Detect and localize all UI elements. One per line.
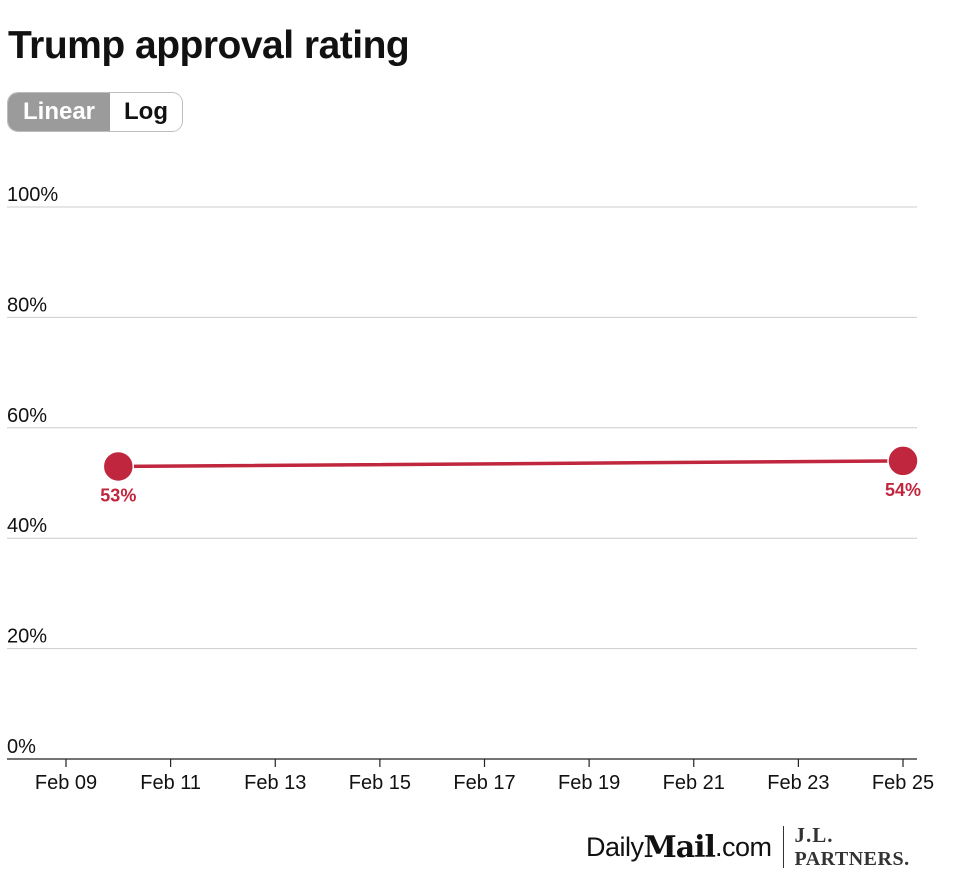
x-tick-label: Feb 09 (35, 772, 97, 794)
log-scale-button[interactable]: Log (110, 93, 182, 131)
x-tick-label: Feb 11 (140, 772, 201, 794)
publisher-logo-com: .com (714, 831, 772, 862)
approval-line-chart: 0%20%40%60%80%100% Feb 09 Feb 11 Feb 13 Feb… (7, 184, 934, 794)
x-tick-label: Feb 15 (349, 772, 411, 794)
data-point (887, 445, 919, 477)
y-tick-label: 20% (7, 626, 47, 648)
series-approval: 53% 54% (100, 445, 921, 505)
y-tick-label: 0% (7, 736, 36, 758)
x-tick-label: Feb 23 (767, 772, 829, 794)
scale-toggle[interactable]: Linear Log (7, 92, 183, 132)
chart-title: Trump approval rating (8, 24, 410, 67)
publisher-logo-daily: Daily (586, 831, 644, 862)
x-tick-label: Feb 25 (872, 772, 934, 794)
y-tick-label: 100% (7, 184, 58, 206)
data-label: 54% (885, 480, 921, 500)
y-tick-label: 40% (7, 515, 47, 537)
x-tick-label: Feb 17 (453, 772, 515, 794)
x-tick-label: Feb 19 (558, 772, 620, 794)
x-tick-label: Feb 13 (244, 772, 306, 794)
partner-logo-line2: PARTNERS. (794, 847, 910, 870)
y-tick-label: 60% (7, 405, 47, 427)
partner-logo: J.L. PARTNERS. (794, 823, 909, 870)
x-tick-label: Feb 21 (663, 772, 725, 794)
data-label: 53% (100, 485, 136, 505)
series-line (116, 459, 905, 469)
x-axis: Feb 09 Feb 11 Feb 13 Feb 15 Feb 17 Feb 19 Feb … (7, 758, 934, 794)
partner-logo-line1: J.L. (794, 823, 834, 848)
data-point (102, 450, 135, 483)
footer-logos: Daily Mail .com J.L. PARTNERS. (586, 823, 910, 870)
linear-scale-button[interactable]: Linear (8, 93, 110, 131)
logo-divider (783, 826, 785, 868)
gridlines (7, 206, 917, 650)
y-axis-labels: 0% 20% 40% 60% 80% 100% (7, 184, 58, 758)
y-tick-label: 80% (7, 294, 47, 316)
publisher-logo-mail: Mail (643, 829, 716, 865)
